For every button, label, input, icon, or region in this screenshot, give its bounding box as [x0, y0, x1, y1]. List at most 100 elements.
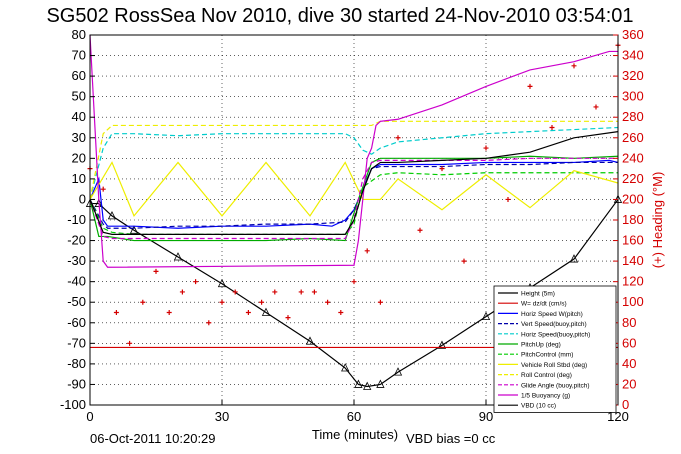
- legend-box: [493, 285, 617, 413]
- x-tick-label: 60: [347, 409, 361, 424]
- y-right-tick-label: 360: [622, 27, 644, 42]
- legend-entry: Height (5m): [521, 291, 555, 298]
- legend-entry: PitchUp (deg): [521, 342, 561, 349]
- y-tick-label: 20: [72, 150, 86, 165]
- heading-point: [593, 104, 599, 110]
- y-tick-label: 50: [72, 89, 86, 104]
- y-right-tick-label: 300: [622, 89, 644, 104]
- y-right-tick-label: 140: [622, 253, 644, 268]
- heading-point: [285, 315, 291, 321]
- y-tick-label: 60: [72, 68, 86, 83]
- y-right-tick-label: 180: [622, 212, 644, 227]
- legend-entry: Vehicle Roll Stbd (deg): [521, 362, 587, 369]
- legend-entry: W= dz/dt (cm/s): [521, 301, 567, 308]
- y-right-tick-label: 280: [622, 109, 644, 124]
- height-marker: [376, 379, 385, 388]
- y-right-tick-label: 200: [622, 191, 644, 206]
- legend-entry: Horiz Speed(buoy,pitch): [521, 331, 590, 338]
- series-roll-control-deg-line: [89, 120, 618, 200]
- x-tick-label: 0: [86, 409, 93, 424]
- y-tick-label: -70: [67, 335, 86, 350]
- y-right-tick-label: 260: [622, 130, 644, 145]
- legend: Height (5m) W= dz/dt (cm/s) Horiz Speed W(…: [493, 285, 617, 413]
- height-marker: [129, 225, 139, 234]
- footer-timestamp: 06-Oct-2011 10:20:29: [90, 431, 216, 446]
- height-marker: [107, 210, 117, 220]
- legend-entry: PitchControl (mm): [521, 352, 573, 359]
- heading-point: [100, 186, 106, 192]
- y-tick-label: -50: [67, 294, 86, 309]
- heading-point: [483, 145, 489, 151]
- legend-entry: Vert Speed(buoy,pitch): [521, 321, 587, 328]
- y-tick-label: -80: [67, 356, 86, 371]
- series-vbd-10-cc-line: [89, 131, 619, 235]
- height-marker: [173, 252, 183, 261]
- height-marker: [481, 311, 491, 321]
- y-right-tick-label: 160: [622, 233, 644, 248]
- height-marker: [437, 340, 447, 349]
- heading-point: [461, 258, 467, 264]
- right-axis-label: (+) Heading (°M): [650, 172, 665, 269]
- heading-point: [166, 310, 172, 315]
- legend-entry: Roll Control (deg): [521, 372, 572, 379]
- y-tick-label: 70: [72, 48, 86, 63]
- heading-point: [417, 227, 423, 233]
- heading-point: [364, 248, 370, 254]
- y-right-tick-label: 80: [622, 315, 636, 330]
- x-axis: 0 30 60 90 120: [86, 400, 629, 424]
- y-right-tick-label: 240: [622, 150, 644, 165]
- y-tick-label: -10: [67, 212, 86, 227]
- chart-title: SG502 RossSea Nov 2010, dive 30 started …: [46, 5, 633, 27]
- height-marker: [261, 307, 271, 316]
- heading-point: [153, 268, 159, 274]
- heading-point: [193, 279, 199, 285]
- right-axis: 3603403203002802602402202001801601401201…: [613, 27, 644, 412]
- footer-vbd-bias: VBD bias =0 cc: [406, 431, 496, 446]
- series-vert-speed-buoy-pitch-line: [89, 161, 618, 229]
- heading-point: [127, 340, 133, 346]
- series-1-5-buoyancy-g-line: [89, 34, 618, 268]
- heading-point: [259, 299, 265, 305]
- y-tick-label: 40: [72, 109, 86, 124]
- heading-point: [298, 289, 304, 295]
- y-tick-label: -20: [67, 233, 86, 248]
- height-marker: [393, 367, 403, 376]
- heading-point: [395, 135, 401, 141]
- height-marker: [354, 379, 363, 388]
- y-right-tick-label: 100: [622, 294, 644, 309]
- heading-point: [232, 289, 238, 295]
- y-tick-label: 80: [72, 27, 86, 42]
- heading-point: [113, 310, 119, 315]
- heading-point: [219, 299, 225, 305]
- height-marker: [341, 363, 350, 372]
- heading-point: [245, 310, 251, 315]
- y-tick-label: -30: [67, 253, 86, 268]
- heading-point: [549, 125, 555, 130]
- heading-point: [377, 299, 383, 305]
- y-right-tick-label: 20: [622, 376, 636, 391]
- y-right-tick-label: 120: [622, 274, 644, 289]
- height-marker: [363, 381, 372, 390]
- y-tick-label: -90: [67, 376, 86, 391]
- height-marker: [305, 336, 315, 345]
- series-vehicle-roll-stbd-deg-line: [89, 161, 619, 218]
- y-tick-label: 0: [79, 191, 86, 206]
- y-right-tick-label: 40: [622, 356, 636, 371]
- legend-entry: VBD (10 cc): [521, 403, 556, 410]
- heading-point: [571, 63, 577, 69]
- y-right-tick-label: 340: [622, 48, 644, 63]
- heading-point: [505, 196, 511, 202]
- height-marker: [217, 278, 227, 288]
- left-axis: 80 70 60 50 40 30 20 10 0 -10 -20 -30 -40 -50 -60 -70 -8…: [60, 27, 95, 412]
- heading-point: [527, 83, 533, 89]
- legend-entry: 1/5 Buoyancy (g): [521, 393, 570, 400]
- heading-point: [325, 299, 331, 305]
- legend-entry: Glide Angle (buoy,pitch): [521, 382, 590, 389]
- heading-point: [351, 279, 357, 285]
- heading-point: [179, 289, 185, 295]
- heading-point: [272, 289, 278, 295]
- heading-point: [439, 166, 445, 172]
- heading-point: [338, 310, 344, 315]
- heading-point: [311, 289, 317, 295]
